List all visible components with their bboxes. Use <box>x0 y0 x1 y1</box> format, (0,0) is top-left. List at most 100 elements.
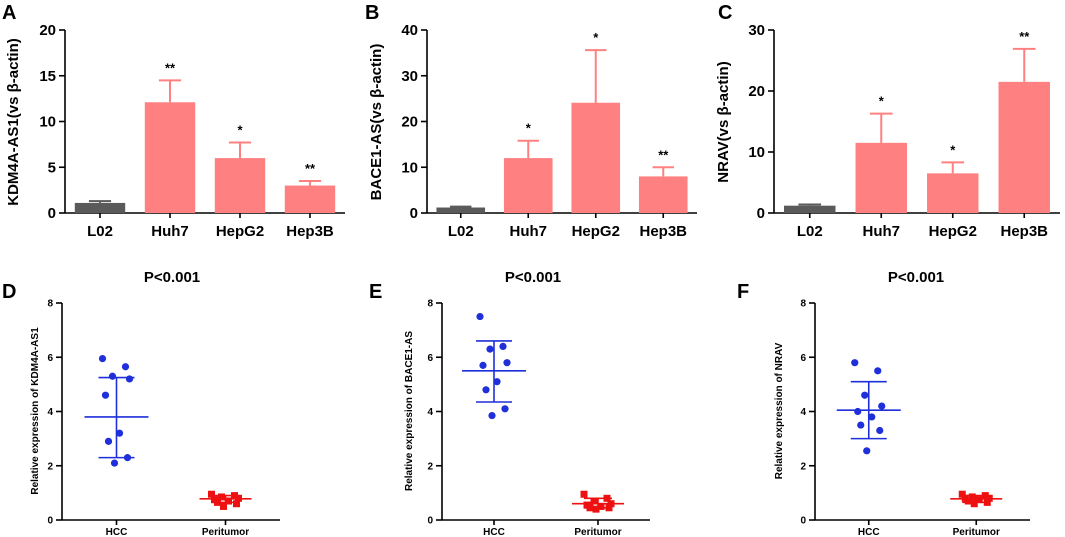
panel-d-xtick-label: Peritumor <box>202 527 249 537</box>
panel-c: C NRAV(vs β-actin) 0 10 20 30 L02 Huh7 * HepG2 *… <box>715 2 1060 240</box>
panel-c-bar-huh7 <box>855 142 907 213</box>
panel-d-ylabel: Relative expression of KDM4A-AS1 <box>30 327 41 495</box>
panel-c-ytick-label: 20 <box>748 83 765 100</box>
panel-d-point-hcc <box>108 372 117 380</box>
panel-f-ytick-label: 4 <box>800 407 806 418</box>
panel-a-ytick-label: 15 <box>39 68 56 85</box>
panel-b-ytick-label: 10 <box>401 159 418 176</box>
panel-e-point-peritumor <box>580 490 588 498</box>
panel-b-ylabel: BACE1-AS(vs β-actin) <box>368 44 385 201</box>
panel-b-bar-hepg2 <box>571 102 621 213</box>
panel-a-significance: ** <box>165 60 176 75</box>
panel-e-point-hcc <box>476 312 484 321</box>
panel-a: A KDM4A-AS1(vs β-actin) 0 5 10 15 20 L02 Huh7 *… <box>2 2 345 240</box>
panel-a-xtick-label: L02 <box>87 223 113 240</box>
panel-f-point-hcc <box>876 426 884 435</box>
panel-f-point-peritumor <box>958 490 966 498</box>
panel-d: D P<0.001 Relative expression of KDM4A-A… <box>2 269 280 537</box>
panel-e-xtick-label: HCC <box>483 527 505 537</box>
panel-e-point-peritumor <box>592 505 600 513</box>
panel-letter-e: E <box>369 281 382 303</box>
panel-a-ylabel: KDM4A-AS1(vs β-actin) <box>5 38 22 206</box>
panel-f-ytick-label: 0 <box>800 516 806 527</box>
panel-f-plot: 0 2 4 6 8 HCC Peritumor <box>800 299 1030 537</box>
panel-c-xtick-label: Hep3B <box>1000 223 1048 240</box>
panel-d-ytick-label: 8 <box>47 299 53 310</box>
panel-c-ytick-label: 10 <box>748 144 765 161</box>
panel-d-point-hcc <box>110 459 119 467</box>
panel-a-xtick-label: Hep3B <box>286 223 334 240</box>
panel-b-xtick-label: Huh7 <box>510 223 548 240</box>
panel-d-point-peritumor <box>218 493 225 501</box>
panel-d-point-hcc <box>121 363 130 371</box>
panel-f-ytick-label: 8 <box>800 299 806 310</box>
panel-e-point-hcc <box>486 345 494 353</box>
panel-c-plot: 0 10 20 30 L02 Huh7 * HepG2 * Hep3B ** <box>748 22 1060 240</box>
panel-d-plot: 0 2 4 6 8 HCC Peritumor <box>47 299 280 537</box>
panel-f-xtick-label: Peritumor <box>953 527 1000 537</box>
panel-b-bar-l02 <box>436 207 486 213</box>
panel-f-point-hcc <box>857 421 865 429</box>
panel-b-ytick-label: 20 <box>401 114 418 131</box>
panel-f-point-peritumor <box>968 493 976 501</box>
panel-a-xtick-label: Huh7 <box>151 223 189 240</box>
panel-f-point-hcc <box>863 447 871 455</box>
panel-e-plot: 0 2 4 6 8 HCC Peritumor <box>427 299 650 537</box>
panel-b-significance: * <box>593 30 599 45</box>
panel-d-point-peritumor <box>220 502 227 510</box>
panel-d-point-hcc <box>104 437 113 445</box>
panel-c-bar-hepg2 <box>927 173 979 213</box>
panel-e-ylabel: Relative expression of BACE1-AS <box>404 331 415 491</box>
panel-e-point-hcc <box>499 342 507 350</box>
panel-a-bar-hep3b <box>284 185 336 213</box>
panel-f-pvalue: P<0.001 <box>888 269 944 286</box>
panel-b-xtick-label: L02 <box>448 223 474 240</box>
panel-c-bar-l02 <box>784 205 836 213</box>
panel-e-point-peritumor <box>597 502 605 510</box>
panel-f-point-hcc <box>854 407 862 416</box>
panel-e-point-hcc <box>488 411 496 420</box>
panel-a-xtick-label: HepG2 <box>216 223 264 240</box>
panel-d-xtick-label: HCC <box>106 527 128 537</box>
panel-c-xtick-label: HepG2 <box>929 223 977 240</box>
panel-e-point-hcc <box>501 405 509 413</box>
panel-letter-a: A <box>2 2 16 24</box>
panel-e-point-hcc <box>479 361 487 369</box>
panel-e-pvalue: P<0.001 <box>505 269 561 286</box>
panel-f-point-peritumor <box>964 497 972 505</box>
panel-d-ytick-label: 2 <box>47 461 53 472</box>
panel-e-ytick-label: 6 <box>427 353 433 364</box>
panel-a-significance: * <box>237 123 243 138</box>
panel-d-pvalue: P<0.001 <box>144 269 200 286</box>
panel-b-bar-huh7 <box>503 158 553 213</box>
panel-e-ytick-label: 4 <box>427 407 433 418</box>
panel-a-bar-hepg2 <box>214 158 266 213</box>
panel-e-point-hcc <box>482 386 490 394</box>
panel-b-ytick-label: 30 <box>401 68 418 85</box>
panel-f-ytick-label: 2 <box>800 461 806 472</box>
panel-d-point-hcc <box>115 429 124 437</box>
panel-d-point-hcc <box>98 355 107 363</box>
panel-letter-c: C <box>718 2 732 24</box>
panel-a-ytick-label: 10 <box>39 114 56 131</box>
panel-f-point-hcc <box>851 359 859 367</box>
panel-a-ytick-label: 0 <box>48 205 56 222</box>
panel-f-point-hcc <box>861 391 869 399</box>
panel-b-xtick-label: Hep3B <box>639 223 687 240</box>
panel-f-point-peritumor <box>970 500 978 508</box>
panel-c-ylabel: NRAV(vs β-actin) <box>715 61 732 182</box>
panel-a-bar-huh7 <box>144 102 196 213</box>
panel-f-point-hcc <box>868 413 876 421</box>
panel-e-ytick-label: 8 <box>427 299 433 310</box>
panel-c-xtick-label: L02 <box>797 223 823 240</box>
panel-c-significance: * <box>879 94 885 109</box>
panel-b-ytick-label: 0 <box>410 205 418 222</box>
panel-b-bar-hep3b <box>638 176 688 213</box>
panel-f-ytick-label: 6 <box>800 353 806 364</box>
panel-f-point-hcc <box>874 367 882 375</box>
panel-a-plot: 0 5 10 15 20 L02 Huh7 ** HepG2 * Hep3B ** <box>39 22 345 240</box>
panel-e-point-peritumor <box>590 497 598 505</box>
panel-d-ytick-label: 6 <box>47 353 53 364</box>
panel-e-xtick-label: Peritumor <box>574 527 621 537</box>
